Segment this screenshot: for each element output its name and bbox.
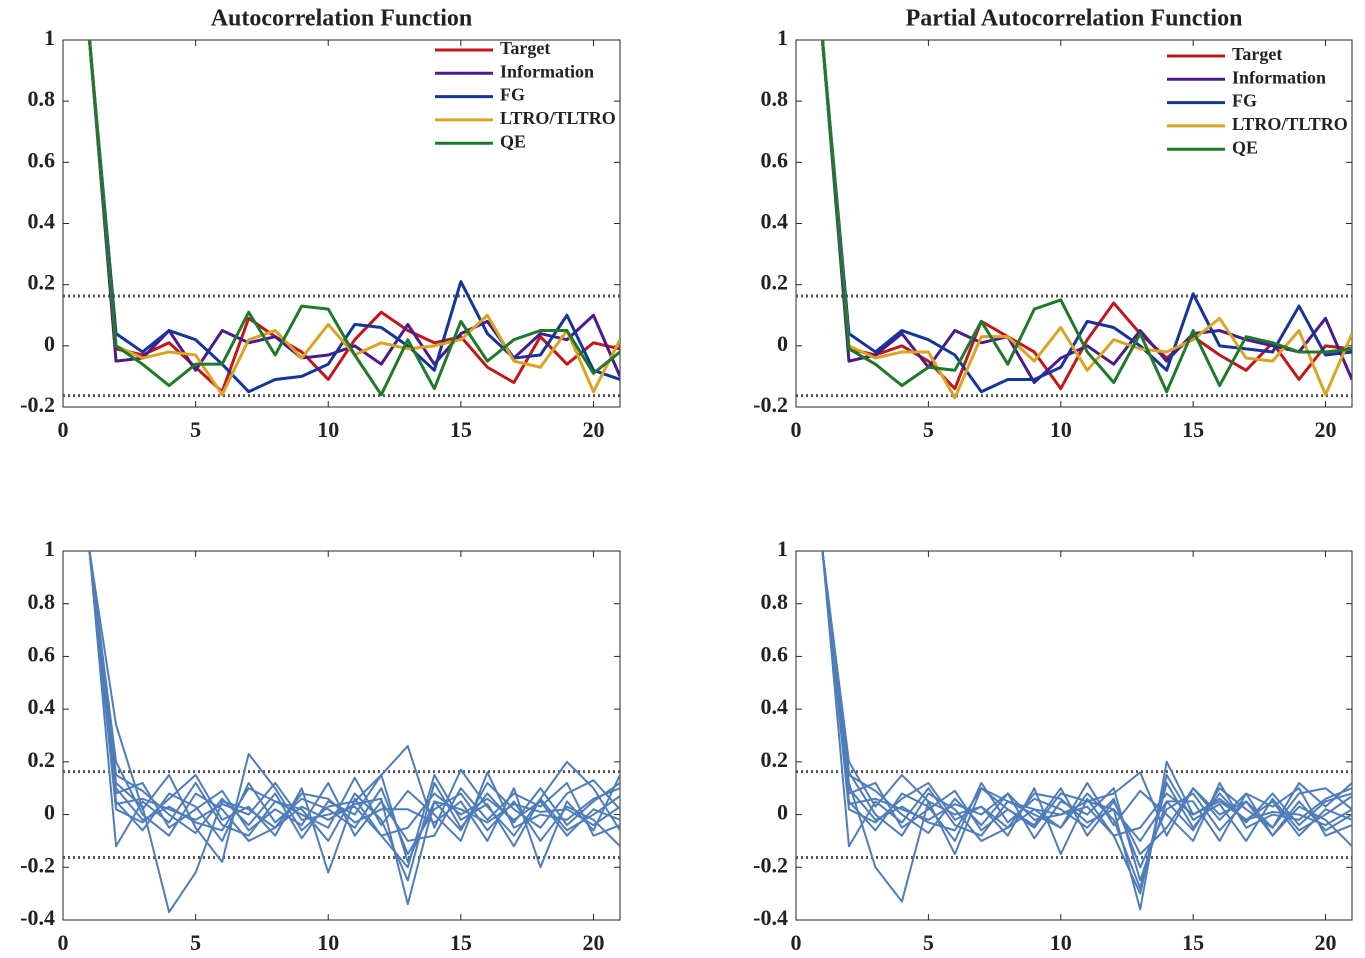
legend-label: QE bbox=[500, 131, 526, 151]
y-tick-label: 0 bbox=[44, 331, 55, 356]
x-tick-label: 0 bbox=[791, 930, 802, 955]
x-tick-label: 10 bbox=[1050, 417, 1072, 442]
y-tick-label: 0.6 bbox=[28, 147, 56, 172]
legend-label: LTRO/TLTRO bbox=[1232, 114, 1348, 134]
y-tick-label: 0 bbox=[777, 331, 788, 356]
y-tick-label: -0.2 bbox=[753, 852, 788, 877]
series-line bbox=[88, 551, 620, 856]
x-tick-label: 0 bbox=[58, 930, 69, 955]
y-tick-label: 0.6 bbox=[28, 641, 56, 666]
series-line bbox=[821, 551, 1352, 869]
x-tick-label: 10 bbox=[317, 417, 339, 442]
y-tick-label: 0.2 bbox=[28, 747, 56, 772]
subplot: -0.4-0.200.20.40.60.810 5 10 15 20 bbox=[20, 536, 621, 955]
series-line bbox=[820, 40, 1352, 394]
x-tick-label: 5 bbox=[923, 930, 934, 955]
y-tick-label: 0.8 bbox=[761, 86, 789, 111]
y-tick-label: 0.2 bbox=[28, 270, 56, 295]
y-tick-label: 0.2 bbox=[761, 747, 789, 772]
y-tick-label: 0.8 bbox=[28, 589, 56, 614]
legend: Target Information FG LTRO/TLTRO QE bbox=[1167, 44, 1348, 157]
x-tick-label: 20 bbox=[582, 417, 604, 442]
y-tick-label: 0 bbox=[777, 800, 788, 825]
y-tick-label: 0.4 bbox=[28, 209, 56, 234]
series-line bbox=[820, 40, 1352, 400]
legend-label: Information bbox=[500, 61, 594, 81]
series-line bbox=[88, 551, 620, 874]
plot-area bbox=[795, 550, 1353, 921]
x-tick-label: 5 bbox=[190, 417, 201, 442]
y-tick-label: 1 bbox=[777, 536, 788, 561]
y-tick-label: -0.4 bbox=[20, 905, 55, 930]
legend-label: QE bbox=[1232, 137, 1258, 157]
y-tick-label: 1 bbox=[44, 25, 55, 50]
x-tick-label: 5 bbox=[923, 417, 934, 442]
legend-label: LTRO/TLTRO bbox=[500, 108, 616, 128]
series-line bbox=[820, 40, 1352, 394]
legend-label: Target bbox=[1232, 44, 1282, 64]
y-tick-label: 0.2 bbox=[761, 270, 789, 295]
x-tick-label: 20 bbox=[1315, 930, 1337, 955]
x-tick-label: 0 bbox=[58, 417, 69, 442]
y-tick-label: 0.4 bbox=[761, 694, 789, 719]
x-tick-label: 10 bbox=[317, 930, 339, 955]
series-line bbox=[88, 40, 620, 394]
chart-title: Autocorrelation Function bbox=[211, 6, 473, 32]
series-line bbox=[821, 551, 1352, 895]
y-tick-label: 0.6 bbox=[761, 147, 789, 172]
y-tick-label: 1 bbox=[777, 25, 788, 50]
x-tick-label: 0 bbox=[791, 417, 802, 442]
series-line bbox=[88, 40, 620, 394]
series-line bbox=[821, 551, 1352, 837]
subplot: -0.4-0.200.20.40.60.810 5 10 15 20 bbox=[753, 536, 1353, 955]
series-line bbox=[88, 551, 620, 837]
y-tick-label: -0.2 bbox=[753, 392, 788, 417]
y-tick-label: 0.4 bbox=[28, 694, 56, 719]
y-tick-label: 0 bbox=[44, 800, 55, 825]
legend: Target Information FG LTRO/TLTRO QE bbox=[435, 38, 616, 151]
legend-label: FG bbox=[500, 85, 525, 105]
x-tick-label: 5 bbox=[190, 930, 201, 955]
x-tick-label: 10 bbox=[1050, 930, 1072, 955]
legend-label: Target bbox=[500, 38, 550, 58]
x-tick-label: 15 bbox=[1182, 417, 1204, 442]
series-line bbox=[88, 551, 620, 882]
legend-label: Information bbox=[1232, 67, 1326, 87]
y-tick-label: 0.4 bbox=[761, 209, 789, 234]
x-tick-label: 20 bbox=[582, 930, 604, 955]
x-tick-label: 15 bbox=[1182, 930, 1204, 955]
legend-label: FG bbox=[1232, 91, 1257, 111]
series-line bbox=[88, 40, 620, 378]
x-tick-label: 20 bbox=[1315, 417, 1337, 442]
subplot: Autocorrelation Function-0.200.20.40.60.… bbox=[20, 6, 621, 442]
y-tick-label: -0.2 bbox=[20, 852, 55, 877]
y-tick-label: 1 bbox=[44, 536, 55, 561]
x-tick-label: 15 bbox=[450, 930, 472, 955]
series-line bbox=[821, 551, 1352, 842]
x-tick-label: 15 bbox=[450, 417, 472, 442]
series-line bbox=[88, 40, 620, 397]
y-tick-label: 0.8 bbox=[761, 589, 789, 614]
subplot: Partial Autocorrelation Function-0.200.2… bbox=[753, 6, 1353, 442]
y-tick-label: -0.4 bbox=[753, 905, 788, 930]
series-line bbox=[88, 551, 620, 869]
y-tick-label: -0.2 bbox=[20, 392, 55, 417]
y-tick-label: 0.6 bbox=[761, 641, 789, 666]
series-line bbox=[88, 551, 620, 914]
chart-title: Partial Autocorrelation Function bbox=[906, 6, 1243, 32]
series-line bbox=[820, 40, 1352, 385]
plot-area bbox=[62, 550, 621, 921]
y-tick-label: 0.8 bbox=[28, 86, 56, 111]
